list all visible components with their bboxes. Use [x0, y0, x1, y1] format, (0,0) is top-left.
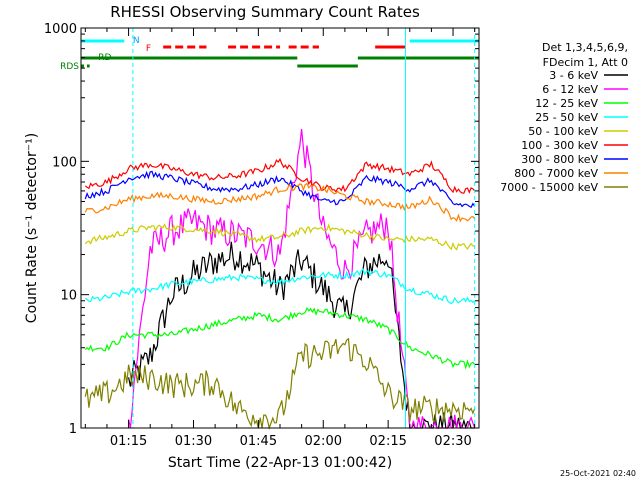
legend-label: 800 - 7000 keV — [514, 167, 598, 180]
chart-title: RHESSI Observing Summary Count Rates — [110, 3, 420, 21]
series-line — [84, 337, 476, 431]
y-tick-label: 10 — [60, 289, 77, 304]
series-line — [128, 128, 476, 429]
x-tick-label: 01:45 — [240, 434, 277, 449]
x-tick-label: 01:15 — [110, 434, 147, 449]
flag-label-rd: RD — [98, 53, 111, 63]
flag-label-rds: RDS — [60, 62, 79, 72]
series-line — [84, 170, 476, 209]
flag-label-f: F — [146, 44, 151, 54]
series-line — [84, 268, 476, 305]
legend-label: 7000 - 15000 keV — [500, 181, 598, 194]
flags-layer: NF RD RDS — [60, 28, 479, 428]
legend-label: 25 - 50 keV — [535, 111, 598, 124]
legend-label: 50 - 100 keV — [528, 125, 598, 138]
legend-header-line-1: Det 1,3,4,5,6,9, — [542, 41, 628, 54]
legend-header-line-2: FDecim 1, Att 0 — [543, 56, 628, 69]
x-tick-label: 02:30 — [434, 434, 471, 449]
legend-label: 3 - 6 keV — [549, 69, 598, 82]
axes-layer: 1 10 100 1000 01:15 01:30 01:45 02:00 02:15 02:30 — [44, 22, 479, 449]
y-tick-label: 1000 — [44, 22, 77, 37]
y-axis-label: Count Rate (s⁻¹ detector⁻¹) — [24, 133, 40, 323]
x-tick-label: 02:15 — [369, 434, 406, 449]
series-line — [84, 157, 476, 194]
series-line — [128, 241, 475, 430]
legend: Det 1,3,4,5,6,9, FDecim 1, Att 0 3 - 6 k… — [500, 41, 628, 194]
y-tick-label: 100 — [52, 155, 77, 170]
y-tick-label: 1 — [69, 422, 77, 437]
timestamp: 25-Oct-2021 02:40 — [560, 469, 636, 478]
x-tick-label: 02:00 — [305, 434, 342, 449]
flag-label-n: N — [133, 36, 140, 46]
legend-label: 6 - 12 keV — [542, 83, 598, 96]
series-line — [84, 306, 476, 370]
series-line — [84, 223, 475, 251]
legend-label: 12 - 25 keV — [535, 97, 598, 110]
series-line — [84, 182, 476, 223]
x-tick-label: 01:30 — [175, 434, 212, 449]
series-layer — [84, 128, 476, 431]
legend-label: 300 - 800 keV — [521, 153, 598, 166]
legend-label: 100 - 300 keV — [521, 139, 598, 152]
x-axis-label: Start Time (22-Apr-13 01:00:42) — [168, 455, 392, 471]
